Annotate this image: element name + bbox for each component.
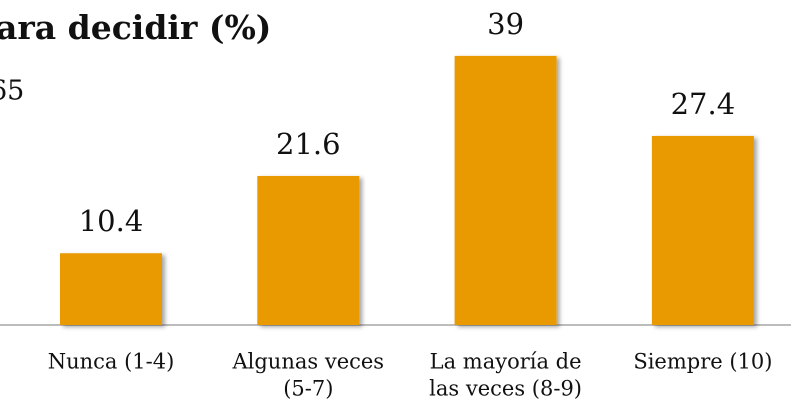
value-label: 10.4 [79, 204, 144, 238]
bar [60, 253, 162, 325]
bar [651, 135, 754, 325]
x-tick-label: las veces (8-9) [429, 377, 582, 401]
value-label: 21.6 [276, 127, 341, 161]
chart-title: ara decidir (%) [0, 8, 271, 47]
bar [257, 175, 360, 325]
x-tick-label: Algunas veces [231, 350, 384, 374]
x-tick-label: (5-7) [283, 377, 333, 401]
bar [454, 55, 557, 326]
x-tick-label: Siempre (10) [633, 350, 772, 374]
value-label: 39 [487, 7, 524, 41]
x-tick-label: Nunca (1-4) [48, 350, 175, 374]
x-tick-label: La mayoría de [430, 350, 582, 374]
chart-note: 65 [0, 76, 24, 107]
value-label: 27.4 [671, 87, 736, 121]
